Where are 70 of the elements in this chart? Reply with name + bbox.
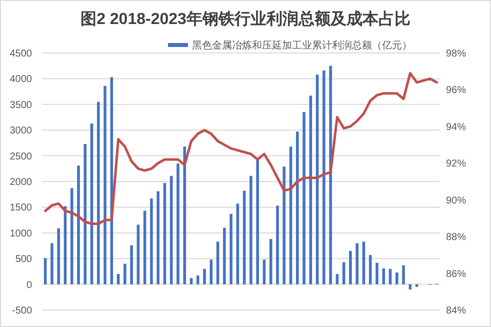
y2-tick-label: 92% <box>446 158 466 170</box>
bar <box>395 272 398 284</box>
y-tick-label: 4500 <box>10 48 32 60</box>
bar <box>322 70 326 284</box>
y2-tick-label: 98% <box>446 48 466 60</box>
bar <box>104 86 106 284</box>
bar <box>362 242 366 284</box>
y-tick-label: 2000 <box>10 177 32 188</box>
bar <box>57 228 60 284</box>
bar <box>96 102 100 284</box>
y-tick-label: 1500 <box>10 202 32 214</box>
bar <box>236 204 240 284</box>
bar <box>44 258 47 284</box>
y-tick-label: 4000 <box>10 74 32 86</box>
y-tick-label: 1000 <box>10 228 32 240</box>
y2-tick-label: 96% <box>446 85 466 96</box>
bar <box>256 160 259 284</box>
bar <box>163 183 166 284</box>
y2-tick-label: 84% <box>446 306 466 316</box>
bar <box>150 198 153 284</box>
y-tick-label: -500 <box>12 306 32 316</box>
bar <box>124 264 126 284</box>
bar <box>183 146 186 284</box>
bar <box>143 210 146 284</box>
y2-tick-label: 86% <box>446 268 466 280</box>
bar <box>262 260 266 284</box>
bar <box>84 144 87 284</box>
bar <box>269 239 272 284</box>
bar <box>302 112 306 284</box>
bar <box>230 214 232 284</box>
y2-tick-label: 90% <box>446 195 466 206</box>
bar <box>388 268 392 284</box>
bar <box>296 132 299 284</box>
y2-tick-label: 94% <box>446 122 466 133</box>
bar <box>329 66 332 284</box>
bar <box>368 255 372 284</box>
y-tick-label: 2500 <box>10 151 32 162</box>
y2-tick-label: 88% <box>446 232 466 244</box>
bar <box>196 276 200 284</box>
bar <box>176 164 180 284</box>
bar <box>342 262 346 284</box>
bar <box>216 242 220 284</box>
line-series <box>44 72 438 225</box>
bar <box>349 250 352 284</box>
bar <box>210 260 213 284</box>
bar <box>336 274 339 284</box>
bar <box>276 206 279 284</box>
y-tick-label: 3000 <box>10 126 32 137</box>
bar <box>242 190 246 284</box>
bar <box>250 176 252 284</box>
legend-label: 黑色金属冶炼和压延加工业累计利润总额（亿元） <box>192 40 412 52</box>
bar <box>190 278 193 284</box>
bar <box>170 176 173 284</box>
bar <box>203 268 206 284</box>
y-tick-label: 3500 <box>10 100 32 111</box>
y-tick-label: 500 <box>15 254 32 266</box>
chart-title: 图2 2018-2023年钢铁行业利润总额及成本占比 <box>80 10 410 28</box>
bar <box>116 274 120 284</box>
bar <box>282 166 286 284</box>
bar <box>382 268 386 284</box>
bar <box>156 191 160 284</box>
bar <box>376 262 378 284</box>
bar <box>50 243 54 284</box>
bar <box>136 224 140 284</box>
y-tick-label: 0 <box>26 280 32 291</box>
bar <box>77 166 80 284</box>
bar <box>356 243 358 284</box>
bar <box>402 265 405 284</box>
bar <box>130 245 133 284</box>
bar <box>223 228 226 284</box>
